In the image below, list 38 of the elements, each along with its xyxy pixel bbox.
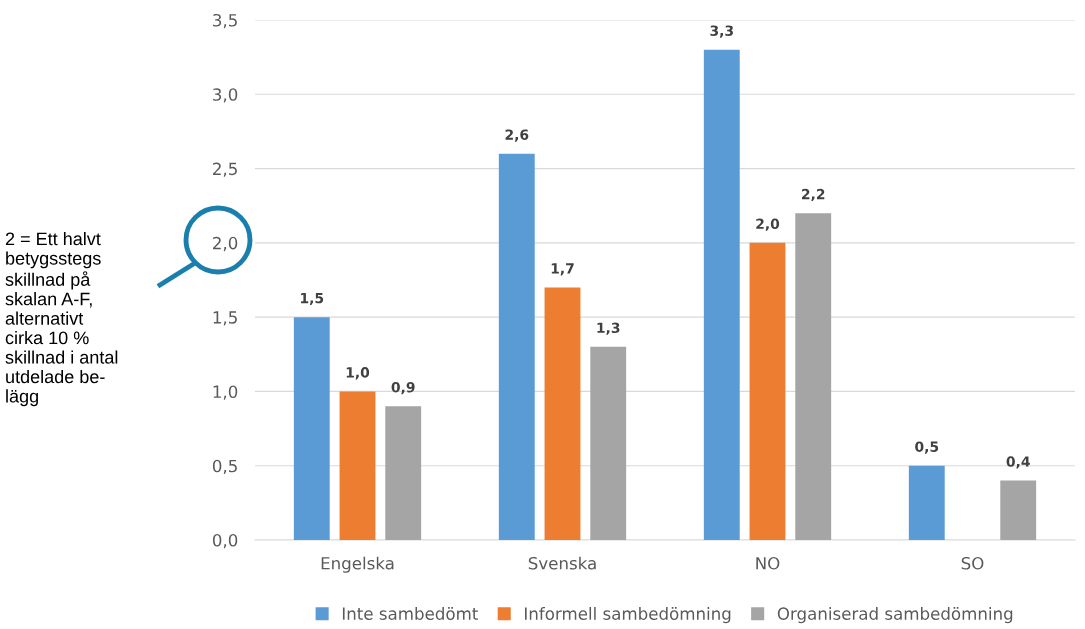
y-tick-label: 2,0 bbox=[213, 236, 238, 252]
legend-label: Informell sambedömning bbox=[525, 607, 731, 624]
data-label: 1,3 bbox=[597, 322, 620, 335]
y-tick-label: 0,5 bbox=[212, 459, 237, 474]
data-label: 2,0 bbox=[756, 218, 780, 231]
bar bbox=[385, 406, 422, 540]
data-label: 1,0 bbox=[346, 367, 370, 380]
bar bbox=[293, 317, 330, 540]
text: 2 = Ett halvt betygsstegs skillnad på skalan A-F, alternativt cirka 10 % skillnad i antal utdelade be- lägg bbox=[5, 232, 118, 407]
bar bbox=[795, 213, 832, 540]
data-label: 0,9 bbox=[391, 381, 415, 395]
bar bbox=[703, 49, 740, 540]
x-tick-label: Svenska bbox=[528, 556, 596, 570]
bar bbox=[498, 153, 535, 540]
y-tick-label: 3,0 bbox=[213, 88, 238, 103]
y-tick-label: 1,5 bbox=[213, 311, 237, 326]
data-label: 0,5 bbox=[915, 441, 939, 454]
data-label: 1,7 bbox=[551, 263, 574, 276]
bar bbox=[339, 391, 376, 540]
bar bbox=[749, 242, 786, 540]
bar bbox=[1000, 480, 1037, 540]
y-tick-label: 1,0 bbox=[213, 385, 238, 400]
data-label: 2,2 bbox=[802, 188, 825, 202]
y-tick-label: 0,0 bbox=[212, 533, 238, 549]
data-label: 3,3 bbox=[710, 25, 733, 38]
x-tick-label: NO bbox=[756, 556, 780, 570]
data-label: 0,4 bbox=[1006, 456, 1030, 469]
data-label: 2,6 bbox=[505, 129, 529, 142]
bar bbox=[544, 287, 581, 540]
y-tick-label: 2,5 bbox=[213, 162, 237, 177]
legend-label: Organiserad sambedömning bbox=[777, 607, 1013, 624]
y-tick-label: 3,5 bbox=[213, 13, 237, 29]
bar bbox=[590, 346, 627, 540]
x-tick-label: SO bbox=[961, 556, 984, 570]
data-label: 1,5 bbox=[301, 293, 324, 306]
bar bbox=[908, 465, 945, 540]
legend-label: Inte sambedömt bbox=[342, 607, 478, 620]
x-tick-label: Engelska bbox=[321, 556, 394, 573]
